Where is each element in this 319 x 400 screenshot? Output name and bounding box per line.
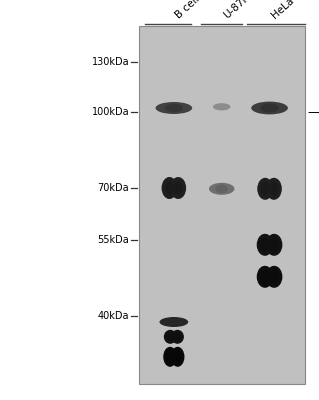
Ellipse shape (260, 238, 270, 251)
Text: 40kDa: 40kDa (98, 311, 129, 321)
Ellipse shape (270, 182, 278, 195)
Ellipse shape (257, 266, 273, 288)
Ellipse shape (270, 270, 279, 283)
Bar (170, 352, 178, 362)
Ellipse shape (266, 234, 282, 256)
Text: 55kDa: 55kDa (97, 235, 129, 245)
Ellipse shape (165, 181, 174, 194)
Ellipse shape (251, 102, 288, 114)
Ellipse shape (166, 351, 174, 363)
Ellipse shape (260, 270, 270, 283)
Ellipse shape (174, 351, 182, 363)
Ellipse shape (174, 333, 181, 341)
Ellipse shape (257, 178, 273, 200)
Bar (169, 182, 178, 194)
Ellipse shape (257, 234, 273, 256)
Ellipse shape (266, 266, 282, 288)
Text: 130kDa: 130kDa (92, 57, 129, 67)
Ellipse shape (171, 330, 184, 344)
Text: B cells: B cells (174, 0, 206, 21)
Bar (139, 26, 305, 384)
Text: 70kDa: 70kDa (98, 183, 129, 193)
Ellipse shape (260, 104, 279, 112)
Bar (265, 239, 274, 250)
Text: HeLa: HeLa (270, 0, 296, 21)
Ellipse shape (171, 347, 184, 367)
Bar (265, 271, 274, 282)
Ellipse shape (261, 182, 270, 195)
Ellipse shape (266, 178, 282, 200)
Bar (170, 333, 177, 340)
Ellipse shape (156, 102, 192, 114)
Ellipse shape (164, 330, 177, 344)
Ellipse shape (160, 317, 188, 327)
Ellipse shape (174, 181, 182, 194)
Ellipse shape (170, 177, 186, 199)
Ellipse shape (215, 185, 228, 193)
Bar (265, 183, 274, 194)
Ellipse shape (165, 104, 183, 112)
Text: 100kDa: 100kDa (92, 107, 129, 117)
Text: — ZBTB17: — ZBTB17 (308, 106, 319, 118)
Ellipse shape (270, 238, 279, 251)
Ellipse shape (161, 177, 177, 199)
Ellipse shape (213, 103, 230, 110)
Ellipse shape (163, 347, 177, 367)
Ellipse shape (209, 183, 234, 195)
Text: U-87MG: U-87MG (222, 0, 259, 21)
Ellipse shape (167, 333, 174, 341)
